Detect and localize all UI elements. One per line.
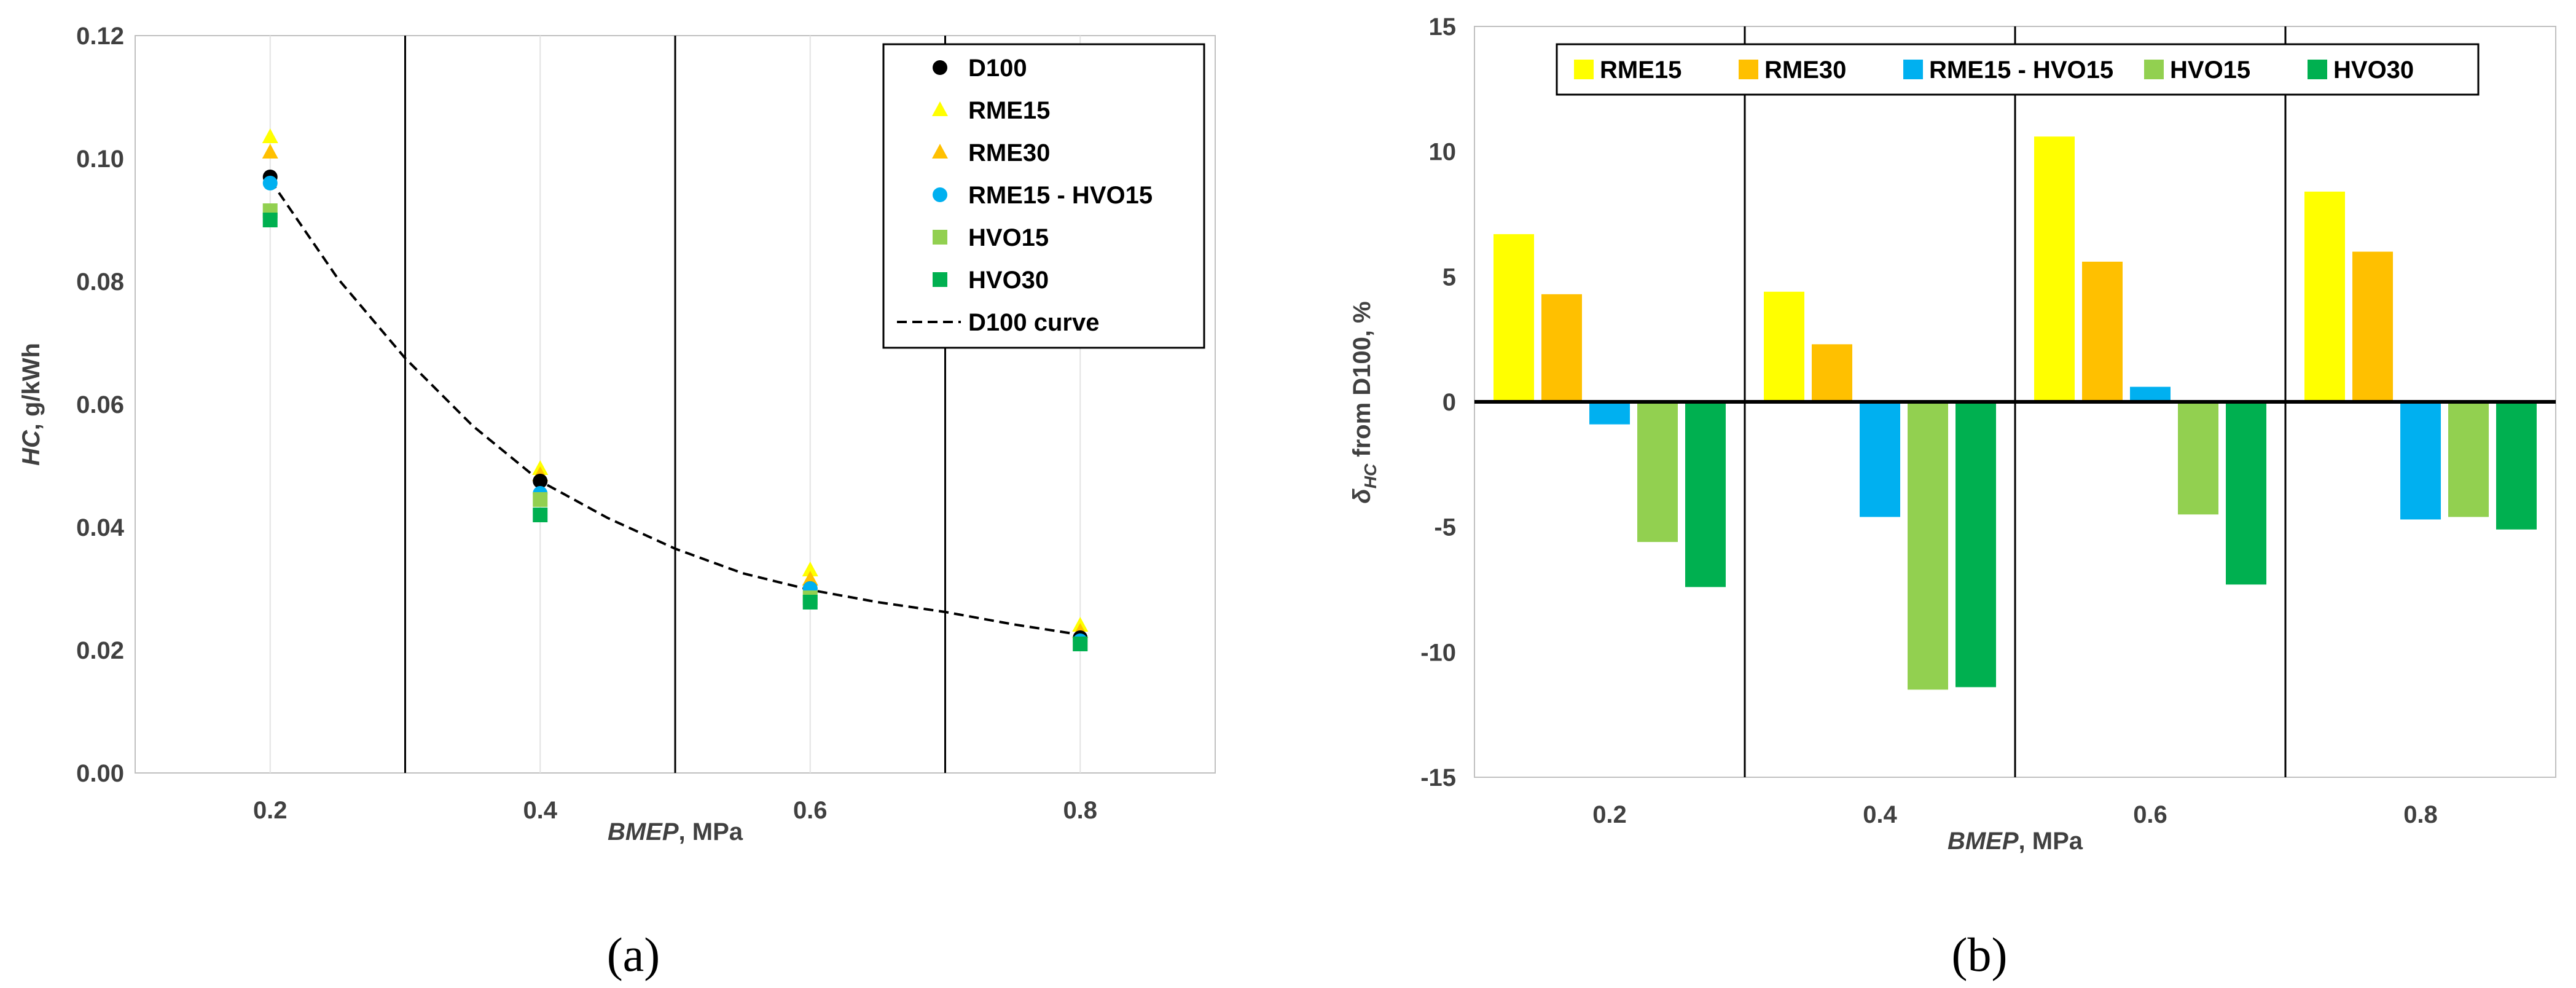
chart-b-legend-swatch-rme15 — [1574, 60, 1594, 79]
chart-b-legend-swatch-hvo30 — [2308, 60, 2327, 79]
chart-a-point-rme15-hvo15-0 — [262, 176, 278, 190]
chart-a-legend-label-hvo15: HVO15 — [968, 224, 1049, 251]
chart-b-legend-label-rme15-hvo15: RME15 - HVO15 — [1929, 57, 2113, 84]
chart-b-bar-rme15-hvo15-2 — [2130, 386, 2171, 402]
chart-a-point-rme15-0 — [262, 128, 278, 143]
chart-a-y-tick-4: 0.08 — [76, 269, 124, 296]
chart-b-bar-hvo15-0 — [1637, 402, 1678, 543]
chart-a-x-tick-3: 0.8 — [1063, 797, 1097, 824]
caption-a: (a) — [607, 928, 660, 981]
chart-b-y-tick-5: 10 — [1429, 139, 1457, 166]
chart-b-legend-label-rme15: RME15 — [1600, 57, 1681, 84]
chart-b-y-tick-6: 15 — [1429, 14, 1457, 41]
chart-a-point-hvo15-1 — [533, 492, 548, 507]
chart-a-y-tick-labels: 0.00 0.02 0.04 0.06 0.08 0.10 0.12 — [76, 23, 125, 787]
chart-b-x-tick-1: 0.4 — [1863, 801, 1897, 828]
chart-a-x-tick-2: 0.6 — [793, 797, 828, 824]
chart-b-legend-swatch-rme15-hvo15 — [1903, 60, 1923, 79]
chart-b-y-axis-label: δHC from D100, % — [1349, 301, 1380, 503]
chart-b-bar-hvo15-1 — [1908, 402, 1948, 690]
chart-b-bar-rme15-1 — [1764, 291, 1804, 402]
chart-b-bar-rme30-3 — [2352, 251, 2393, 402]
chart-b-bars-layer — [1494, 136, 2537, 690]
chart-a-legend-label-rme15: RME15 — [968, 97, 1050, 124]
chart-a-x-tick-labels: 0.2 0.4 0.6 0.8 — [253, 797, 1097, 824]
chart-b-y-tick-4: 5 — [1443, 264, 1456, 291]
chart-b-y-tick-2: -5 — [1434, 514, 1456, 541]
chart-a-x-axis-label: BMEP, MPa — [608, 818, 743, 845]
chart-b-bar-rme15-hvo15-3 — [2400, 402, 2441, 520]
chart-a-legend-label-rme15-hvo15: RME15 - HVO15 — [968, 182, 1153, 209]
chart-b-y-tick-0: -15 — [1420, 764, 1456, 791]
chart-a-legend-marker-hvo15 — [933, 230, 947, 245]
chart-a-y-tick-6: 0.12 — [76, 23, 124, 50]
chart-b-bar-hvo30-3 — [2496, 402, 2537, 530]
chart-b-y-tick-1: -10 — [1420, 639, 1456, 666]
chart-b-y-tick-labels: -15 -10 -5 0 5 10 15 — [1420, 14, 1456, 791]
chart-b-legend-label-hvo30: HVO30 — [2333, 57, 2414, 84]
chart-b-legend-box — [1556, 43, 2480, 96]
chart-b-bar-rme30-2 — [2082, 261, 2123, 402]
chart-b-x-tick-2: 0.6 — [2133, 801, 2167, 828]
chart-a-x-tick-0: 0.2 — [253, 797, 288, 824]
chart-b-bar-rme15-3 — [2304, 191, 2345, 402]
chart-a-legend-marker-d100 — [933, 60, 947, 75]
chart-a-d100-curve — [269, 179, 1081, 636]
chart-a: 0.000.020.040.060.080.100.12 0.2 0.4 0.6 0.… — [18, 23, 1216, 981]
chart-a-y-tick-1: 0.02 — [76, 637, 124, 664]
chart-a-legend-label-rme30: RME30 — [968, 139, 1050, 167]
chart-b: -15 -10 -5 0 5 10 15 0.2 0.4 0.6 0.8 δHC from D10… — [1349, 14, 2556, 981]
chart-a-point-hvo30-2 — [802, 595, 818, 610]
chart-a-legend-label-hvo30: HVO30 — [968, 267, 1049, 294]
chart-a-y-tick-2: 0.04 — [76, 514, 125, 541]
chart-a-y-tick-0: 0.00 — [76, 760, 124, 787]
chart-a-legend-marker-hvo30 — [933, 272, 947, 287]
chart-a-point-hvo30-3 — [1073, 637, 1088, 651]
chart-b-x-axis-label: BMEP, MPa — [1948, 828, 2083, 855]
chart-b-legend-label-rme30: RME30 — [1764, 57, 1846, 84]
chart-b-x-tick-3: 0.8 — [2403, 801, 2438, 828]
chart-a-legend-marker-rme30 — [932, 144, 948, 159]
chart-b-bar-hvo15-2 — [2178, 402, 2218, 515]
chart-a-point-rme30-2 — [802, 571, 818, 586]
chart-b-x-tick-0: 0.2 — [1592, 801, 1627, 828]
chart-b-legend-swatch-rme30 — [1739, 60, 1758, 79]
chart-a-point-rme15-2 — [802, 562, 818, 576]
chart-b-bar-hvo15-3 — [2448, 402, 2489, 517]
chart-b-legend-swatch-hvo15 — [2144, 60, 2164, 79]
chart-b-bar-rme30-1 — [1812, 344, 1852, 402]
chart-a-legend-label-d100: D100 — [968, 55, 1027, 82]
chart-a-y-tick-3: 0.06 — [76, 391, 124, 418]
chart-a-point-d100-1 — [533, 474, 548, 488]
chart-b-legend-label-hvo15: HVO15 — [2170, 57, 2250, 84]
chart-b-bar-hvo30-1 — [1955, 402, 1996, 688]
chart-a-point-hvo30-0 — [262, 213, 278, 227]
chart-b-bar-rme15-hvo15-1 — [1860, 402, 1900, 517]
chart-a-point-hvo30-1 — [533, 508, 548, 522]
chart-b-bar-hvo30-2 — [2226, 402, 2266, 585]
chart-a-legend: D100 RME15 RME30 RME15 - HVO15 HVO15 HVO30 D10… — [882, 43, 1205, 349]
chart-b-bar-rme30-0 — [1541, 294, 1582, 402]
chart-b-bar-rme15-0 — [1494, 234, 1534, 402]
chart-b-y-tick-3: 0 — [1443, 389, 1456, 416]
chart-b-bar-rme15-2 — [2034, 136, 2075, 402]
chart-a-x-tick-1: 0.4 — [523, 797, 557, 824]
chart-a-point-rme30-0 — [262, 144, 278, 159]
chart-a-legend-label-d100-curve: D100 curve — [968, 309, 1099, 336]
chart-b-bar-hvo30-0 — [1685, 402, 1726, 587]
chart-a-legend-marker-rme15-hvo15 — [933, 187, 947, 202]
chart-a-y-tick-5: 0.10 — [76, 146, 124, 173]
chart-b-bar-rme15-hvo15-0 — [1589, 402, 1630, 425]
caption-b: (b) — [1952, 928, 2008, 981]
chart-a-legend-marker-rme15 — [932, 101, 948, 116]
chart-a-y-axis-label: HC, g/kWh — [18, 343, 45, 466]
chart-a-points-layer — [262, 128, 1089, 651]
chart-b-x-tick-labels: 0.2 0.4 0.6 0.8 — [1592, 801, 2438, 828]
chart-b-legend: RME15 RME30 RME15 - HVO15 HVO15 HVO30 — [1556, 43, 2480, 96]
chart-a-curve-layer — [269, 179, 1081, 636]
